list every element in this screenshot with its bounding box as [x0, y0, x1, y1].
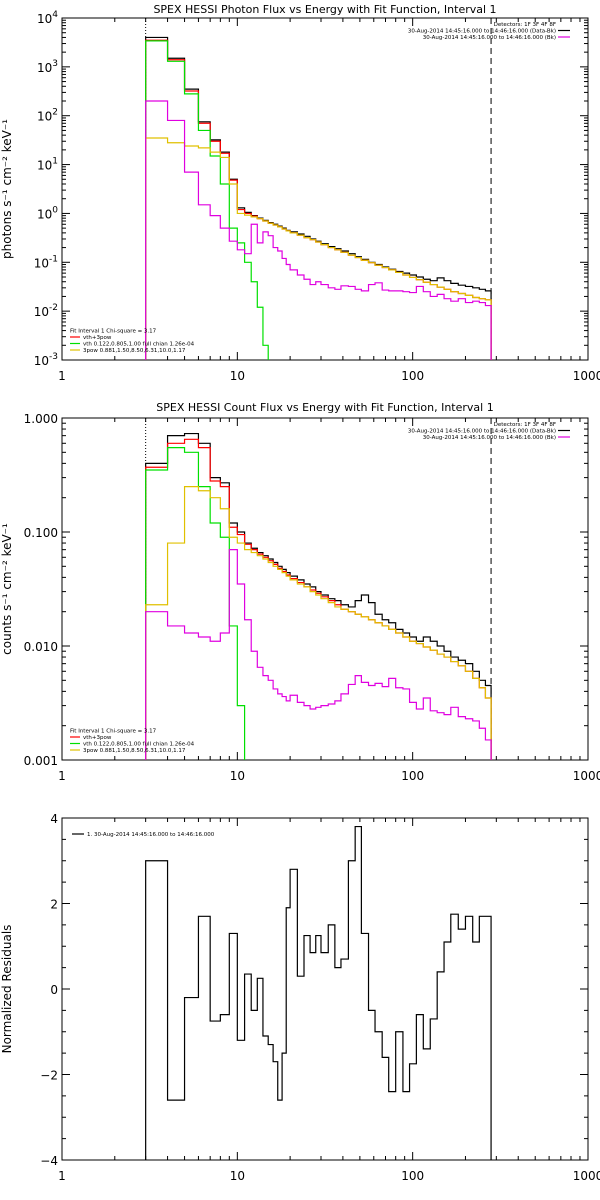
- chart-title: SPEX HESSI Photon Flux vs Energy with Fi…: [153, 3, 496, 16]
- x-tick-label: 1: [58, 769, 66, 783]
- y-tick-label: 1.000: [24, 412, 58, 426]
- y-tick-label: 0.001: [24, 754, 58, 768]
- legend-bottom-left: Fit Interval 1 Chi-square = 3.17vth+3pow…: [70, 729, 195, 754]
- y-tick-label: −4: [40, 1154, 58, 1168]
- series-line-3: [145, 40, 269, 360]
- y-tick-label: 2: [50, 898, 58, 912]
- x-tick-label: 10: [230, 369, 245, 383]
- y-tick-label: 4: [50, 812, 58, 826]
- y-axis: 0.001 0.010 0.100 1.000: [24, 412, 588, 768]
- chart-2: SPEX HESSI Count Flux vs Energy with Fit…: [0, 401, 600, 783]
- legend-top-right-entry: Detectors: 1F 3F 4F 8F: [494, 22, 556, 28]
- x-tick-label: 1000: [573, 1169, 600, 1183]
- y-tick-exp: 1: [52, 157, 58, 167]
- legend-bottom-left-entry: vth+3pow: [83, 335, 112, 341]
- x-axis: 1 10 100 1000: [58, 418, 600, 783]
- y-axis-label: Normalized Residuals: [0, 925, 14, 1054]
- x-tick-label: 100: [401, 369, 424, 383]
- y-tick-exp: -2: [49, 303, 58, 313]
- y-tick-label: −2: [40, 1069, 58, 1083]
- plot-frame: [61, 417, 589, 761]
- legend-bottom-left-entry: vth 0.122,0.805,1.00 full chian 1.26e-04: [83, 342, 195, 348]
- y-tick-label: 103: [37, 59, 58, 75]
- y-tick-base: 10: [34, 305, 49, 319]
- y-axis-label: counts s⁻¹ cm⁻² keV⁻¹: [0, 523, 14, 655]
- legend-bottom-left-entry: vth+3pow: [83, 735, 112, 741]
- series-line-5: [145, 100, 492, 360]
- y-tick-label: 100: [37, 205, 58, 221]
- series-line-5: [145, 549, 492, 760]
- series-group: [145, 825, 492, 1160]
- x-tick-label: 100: [401, 1169, 424, 1183]
- y-tick-label: 101: [37, 157, 58, 173]
- y-tick-base: 10: [34, 354, 49, 368]
- legend-top-left-entry: 1. 30-Aug-2014 14:45:16.000 to 14:46:16.…: [87, 832, 215, 838]
- y-tick-exp: 3: [52, 59, 58, 69]
- chart-title: SPEX HESSI Count Flux vs Energy with Fit…: [156, 401, 493, 414]
- y-tick-label: 0.100: [24, 526, 58, 540]
- legend-top-right-entry: 30-Aug-2014 14:45:16.000 to 14:46:16.000…: [408, 429, 556, 435]
- plot-frame: [61, 17, 589, 361]
- series-line-4: [145, 486, 492, 760]
- y-tick-exp: -3: [49, 352, 58, 362]
- legend-bottom-left-entry: 3pow 0.881,1.50,8.50,6.31,10.0,1.17: [83, 348, 186, 354]
- y-tick-label: 0.010: [24, 640, 58, 654]
- legend-top-right-entry: 30-Aug-2014 14:45:16.000 to 14:46:16.000…: [408, 29, 556, 35]
- legend-bottom-left: Fit Interval 1 Chi-square = 3.17vth+3pow…: [70, 329, 195, 354]
- x-tick-label: 1: [58, 1169, 66, 1183]
- x-axis: 1 10 100 1000: [58, 818, 600, 1183]
- y-axis-label: photons s⁻¹ cm⁻² keV⁻¹: [0, 119, 14, 259]
- series-line-4: [145, 137, 492, 360]
- series-group: [145, 432, 492, 760]
- y-tick-label: 104: [37, 10, 58, 26]
- x-axis: 1 10 100 1000: [58, 18, 600, 383]
- y-tick-label: 10-2: [34, 303, 58, 319]
- legend-bottom-left-entry: 3pow 0.881,1.50,8.50,6.31,10.0,1.17: [83, 748, 186, 754]
- chart-3: Normalized Residuals 1 10 100 1000 −4 −2 0 2 4 1. …: [0, 812, 600, 1183]
- y-tick-label: 10-3: [34, 352, 58, 368]
- series-line-3: [145, 447, 246, 760]
- y-tick-exp: 0: [52, 205, 58, 215]
- x-tick-label: 1000: [573, 769, 600, 783]
- y-tick-base: 10: [37, 207, 52, 221]
- series-group: [145, 36, 492, 360]
- y-tick-exp: -1: [49, 254, 58, 264]
- y-tick-base: 10: [34, 256, 49, 270]
- x-tick-label: 1000: [573, 369, 600, 383]
- plot-frame: [61, 817, 589, 1161]
- legend-top-right-entry: 30-Aug-2014 14:45:16.000 to 14:46:16.000…: [423, 35, 556, 41]
- x-tick-label: 1: [58, 369, 66, 383]
- y-axis: −4 −2 0 2 4: [40, 812, 588, 1168]
- legend-bottom-left-entry: vth 0.122,0.805,1.00 full chian 1.26e-04: [83, 742, 195, 748]
- y-tick-label: 102: [37, 108, 58, 124]
- y-tick-base: 10: [37, 159, 52, 173]
- y-tick-base: 10: [37, 61, 52, 75]
- legend-bottom-left-entry: Fit Interval 1 Chi-square = 3.17: [70, 329, 157, 335]
- series-line-1: [145, 825, 492, 1160]
- x-tick-label: 100: [401, 769, 424, 783]
- y-tick-exp: 4: [52, 10, 58, 20]
- series-line-1: [145, 36, 492, 360]
- legend-top-right-entry: 30-Aug-2014 14:45:16.000 to 14:46:16.000…: [423, 435, 556, 441]
- x-tick-label: 10: [230, 769, 245, 783]
- legend-top-right-entry: Detectors: 1F 3F 4F 8F: [494, 422, 556, 428]
- y-tick-label: 10-1: [34, 254, 58, 270]
- chart-1: SPEX HESSI Photon Flux vs Energy with Fi…: [0, 3, 600, 383]
- y-tick-base: 10: [37, 110, 52, 124]
- legend-bottom-left-entry: Fit Interval 1 Chi-square = 3.17: [70, 729, 157, 735]
- series-line-2: [145, 438, 492, 760]
- y-tick-label: 0: [50, 983, 58, 997]
- x-tick-label: 10: [230, 1169, 245, 1183]
- y-tick-exp: 2: [52, 108, 58, 118]
- series-line-1: [145, 432, 492, 760]
- legend-top-left: 1. 30-Aug-2014 14:45:16.000 to 14:46:16.…: [72, 832, 215, 838]
- y-tick-base: 10: [37, 12, 52, 26]
